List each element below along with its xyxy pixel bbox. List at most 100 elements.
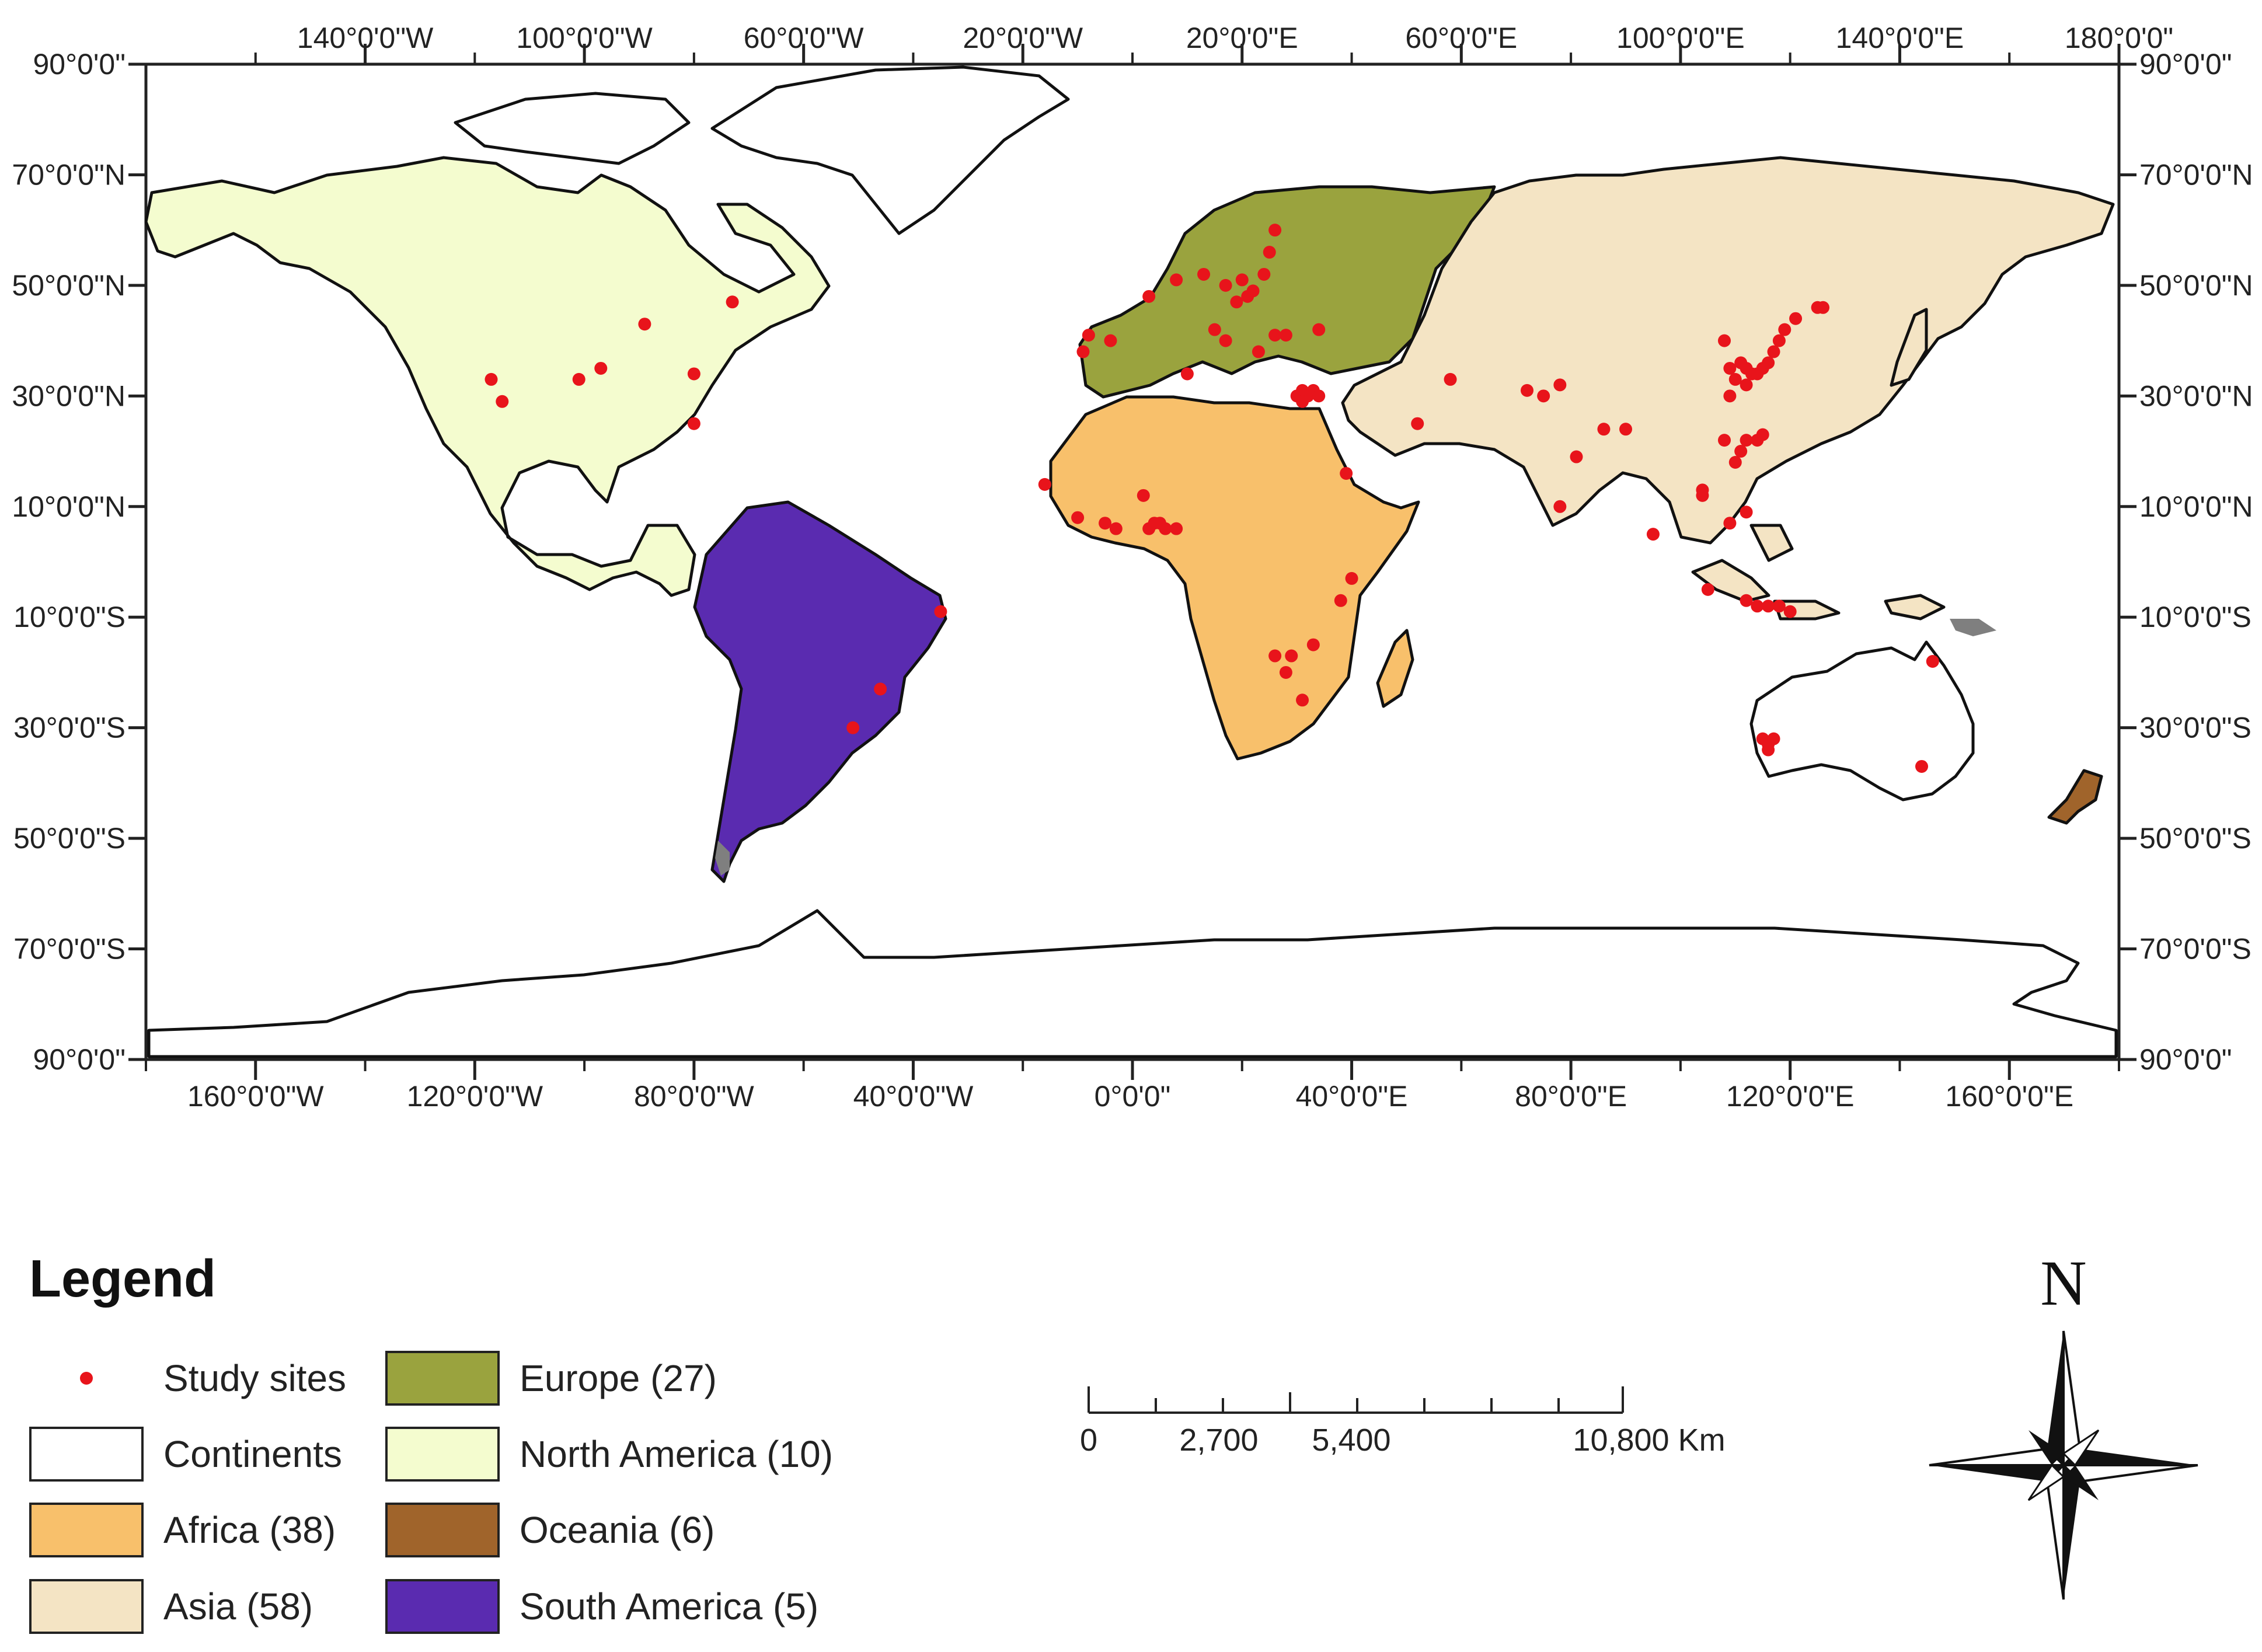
left-tick-label: 90°0'0"	[33, 1043, 126, 1076]
study-site-marker	[1762, 356, 1775, 370]
study-site-marker	[1718, 434, 1731, 447]
bottom-tick-label: 160°0'0"W	[187, 1080, 324, 1113]
study-site-marker	[1296, 693, 1309, 707]
study-site-marker	[1740, 506, 1753, 519]
right-tick-label: 90°0'0"	[2139, 48, 2232, 81]
antarctica-shape	[147, 909, 2118, 1058]
right-tick-label: 90°0'0"	[2139, 1043, 2232, 1076]
scale-label-10800: 10,800 Km	[1573, 1423, 1725, 1458]
legend-item: North America (10)	[385, 1426, 833, 1483]
study-site-marker	[1723, 517, 1737, 530]
patagonia-tip-shape	[715, 841, 730, 876]
legend-swatch	[385, 1351, 500, 1406]
legend-item: Oceania (6)	[385, 1501, 715, 1559]
study-site-marker	[1696, 483, 1709, 497]
study-site-marker	[1762, 743, 1775, 757]
study-site-marker	[1751, 600, 1764, 613]
study-site-marker	[1263, 246, 1276, 259]
study-site-marker	[1740, 378, 1753, 392]
study-site-marker	[1038, 478, 1051, 491]
study-site-marker	[1197, 267, 1211, 281]
study-site-marker	[1099, 517, 1112, 530]
study-site-marker	[1142, 290, 1156, 303]
study-site-marker	[1570, 450, 1583, 463]
australia-shape	[1749, 640, 1975, 801]
legend-swatch	[385, 1427, 500, 1482]
legend-symbol-dot	[29, 1351, 144, 1406]
study-site-marker	[1701, 583, 1714, 596]
left-tick-label: 30°0'0"S	[13, 712, 126, 744]
study-site-marker	[1180, 367, 1194, 381]
left-tick-label: 50°0'0"S	[13, 822, 126, 855]
study-site-marker	[1268, 224, 1282, 237]
legend-item: Study sites	[29, 1350, 346, 1407]
bottom-tick-label: 40°0'0"W	[853, 1080, 974, 1113]
right-tick-label: 50°0'0"N	[2139, 269, 2253, 302]
study-site-marker	[1817, 301, 1829, 314]
study-site-marker	[1444, 372, 1457, 386]
north-arrow-icon: N	[1929, 1247, 2198, 1600]
study-site-marker	[485, 372, 498, 386]
top-tick-label: 140°0'0"E	[1836, 22, 1964, 54]
study-site-marker	[1772, 600, 1786, 613]
madagascar-shape	[1376, 629, 1414, 708]
asia-shape	[1341, 156, 2115, 545]
legend-label: Study sites	[163, 1357, 347, 1399]
scale-bar: 0 2,700 5,400 10,800 Km	[1080, 1386, 1726, 1458]
study-site-marker	[1740, 594, 1753, 607]
study-site-marker	[638, 318, 651, 331]
study-site-marker	[1734, 445, 1748, 458]
right-tick-label: 30°0'0"S	[2139, 712, 2251, 744]
top-tick-label: 100°0'0"E	[1616, 22, 1745, 54]
study-site-marker	[1170, 273, 1183, 287]
study-site-marker	[1076, 345, 1090, 358]
study-site-marker	[1767, 345, 1780, 358]
study-site-marker	[1219, 334, 1232, 347]
legend-swatch	[29, 1427, 144, 1482]
study-site-marker	[1334, 594, 1347, 607]
study-site-marker	[1553, 500, 1567, 513]
arctic-islands-shape	[454, 92, 691, 165]
study-site-marker	[1926, 655, 1939, 668]
study-site-marker	[1071, 511, 1085, 524]
legend-item: Europe (27)	[385, 1350, 717, 1407]
legend-label: Continents	[163, 1433, 342, 1475]
top-tick-label: 100°0'0"W	[516, 22, 653, 54]
top-tick-label: 20°0'0"E	[1186, 22, 1298, 54]
study-site-marker	[1619, 423, 1632, 436]
study-site-marker	[1728, 456, 1742, 469]
study-site-marker	[1137, 489, 1150, 502]
study-site-marker	[1230, 295, 1243, 309]
legend-item: Continents	[29, 1426, 342, 1483]
study-site-marker	[1646, 528, 1660, 541]
legend-item: South America (5)	[385, 1578, 818, 1635]
scale-label-0: 0	[1080, 1423, 1097, 1458]
study-site-marker	[1915, 759, 1928, 773]
bottom-tick-label: 80°0'0"E	[1515, 1080, 1627, 1113]
study-site-marker	[1723, 389, 1737, 403]
study-site-marker	[1772, 334, 1786, 347]
left-tick-label: 10°0'0"S	[13, 601, 126, 633]
study-site-marker	[1104, 334, 1117, 347]
study-site-marker	[1340, 466, 1353, 480]
study-site-marker	[1537, 389, 1550, 403]
study-site-marker	[1235, 273, 1249, 287]
left-tick-label: 70°0'0"N	[12, 158, 126, 191]
study-site-marker	[1789, 312, 1803, 325]
legend-swatch	[29, 1579, 144, 1634]
southeast-asia-islands-shape	[1691, 524, 1946, 621]
right-tick-label: 70°0'0"N	[2139, 158, 2253, 191]
bottom-tick-label: 0°0'0"	[1095, 1080, 1171, 1113]
study-site-marker	[1783, 605, 1797, 618]
legend-label: Oceania (6)	[520, 1509, 715, 1551]
south-america-shape	[693, 500, 947, 883]
bottom-tick-label: 40°0'0"E	[1296, 1080, 1408, 1113]
left-tick-label: 10°0'0"N	[12, 490, 126, 523]
legend-item: Africa (38)	[29, 1501, 336, 1559]
study-site-marker	[1246, 284, 1260, 298]
study-site-marker	[594, 361, 608, 375]
study-site-marker	[496, 395, 509, 408]
study-site-marker	[1252, 345, 1265, 358]
top-tick-label: 180°0'0"	[2065, 22, 2173, 54]
